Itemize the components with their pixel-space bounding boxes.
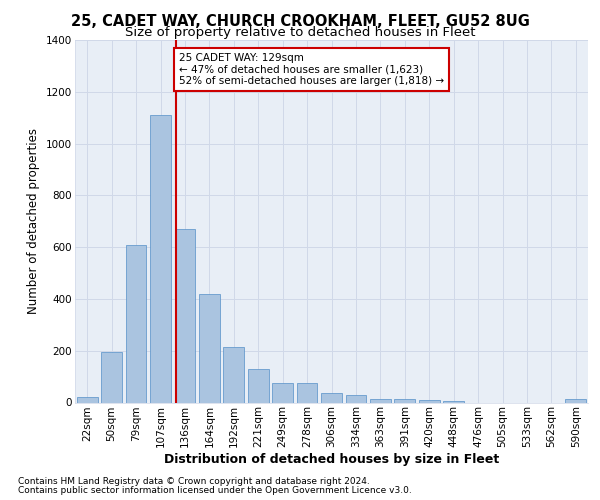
Bar [370,398,391,402]
Bar [272,383,293,402]
Bar [77,398,98,402]
Bar [419,400,440,402]
Bar [394,400,415,402]
Text: Contains public sector information licensed under the Open Government Licence v3: Contains public sector information licen… [18,486,412,495]
Y-axis label: Number of detached properties: Number of detached properties [28,128,40,314]
Bar [248,369,269,402]
Bar [125,244,146,402]
Bar [101,352,122,403]
Text: Contains HM Land Registry data © Crown copyright and database right 2024.: Contains HM Land Registry data © Crown c… [18,477,370,486]
X-axis label: Distribution of detached houses by size in Fleet: Distribution of detached houses by size … [164,453,499,466]
Bar [150,115,171,403]
Text: Size of property relative to detached houses in Fleet: Size of property relative to detached ho… [125,26,475,39]
Bar [296,383,317,402]
Text: 25, CADET WAY, CHURCH CROOKHAM, FLEET, GU52 8UG: 25, CADET WAY, CHURCH CROOKHAM, FLEET, G… [71,14,529,29]
Bar [321,394,342,402]
Bar [346,395,367,402]
Bar [223,347,244,403]
Bar [175,229,196,402]
Text: 25 CADET WAY: 129sqm
← 47% of detached houses are smaller (1,623)
52% of semi-de: 25 CADET WAY: 129sqm ← 47% of detached h… [179,52,444,86]
Bar [565,398,586,402]
Bar [199,294,220,403]
Bar [443,401,464,402]
